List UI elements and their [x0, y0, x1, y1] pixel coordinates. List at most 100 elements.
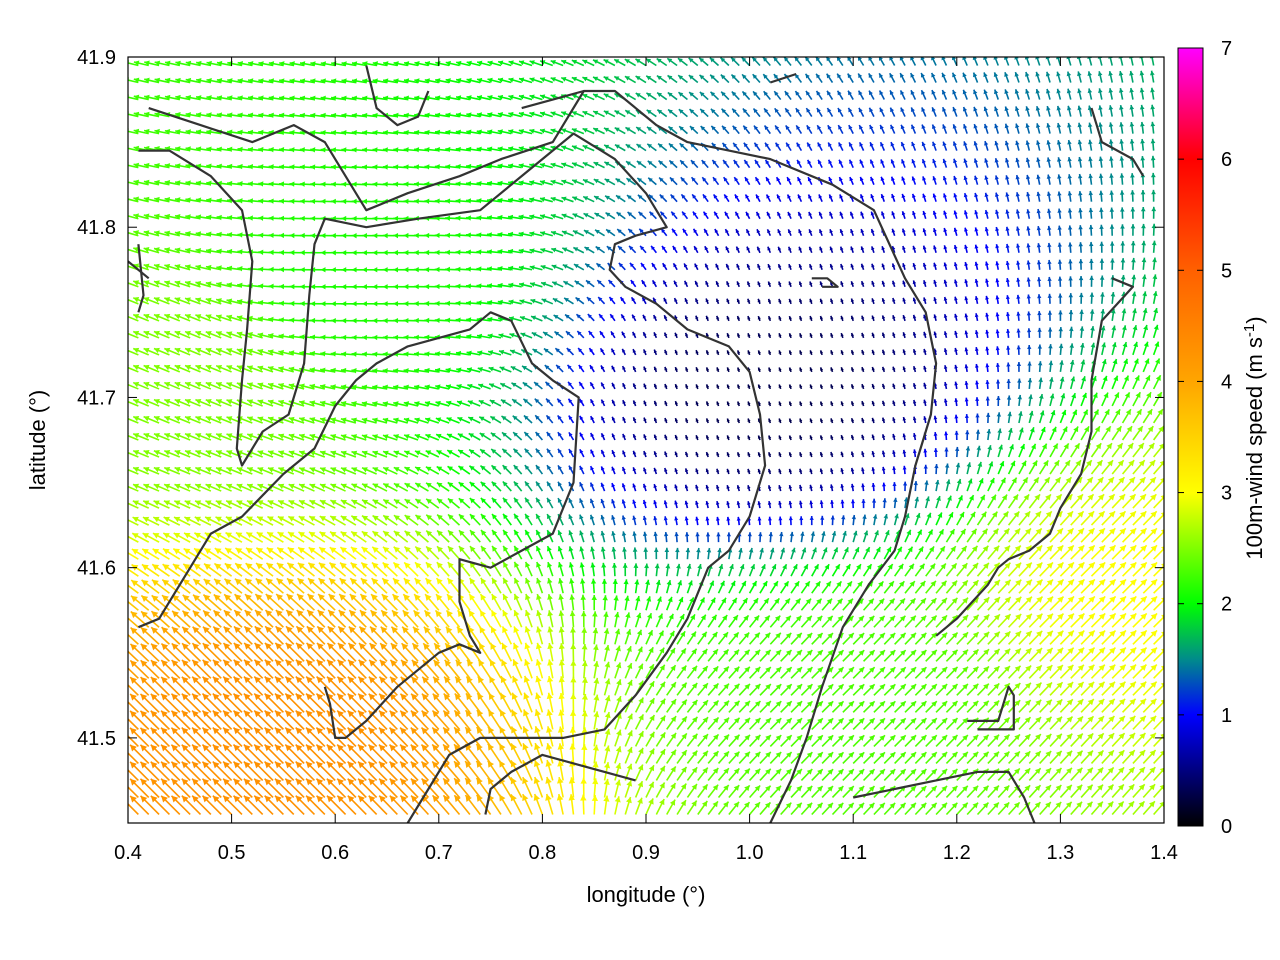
wind-arrow	[748, 563, 756, 577]
wind-arrow	[201, 676, 222, 696]
wind-arrow	[811, 615, 823, 628]
wind-arrow	[129, 659, 150, 679]
wind-arrow	[232, 692, 253, 713]
wind-arrow	[707, 580, 715, 594]
wind-arrow	[747, 298, 751, 305]
wind-arrow	[1027, 344, 1032, 355]
wind-arrow	[664, 434, 668, 441]
wind-arrow	[904, 734, 917, 747]
wind-arrow	[555, 364, 564, 373]
wind-arrow	[914, 751, 927, 764]
wind-arrow	[614, 746, 622, 764]
wind-arrow	[129, 744, 150, 764]
wind-arrow	[1008, 665, 1022, 679]
wind-arrow	[1025, 140, 1031, 151]
wind-arrow	[912, 432, 917, 441]
wind-arrow	[653, 483, 658, 492]
wind-arrow	[144, 60, 160, 67]
wind-arrow	[571, 179, 585, 186]
wind-arrow	[747, 468, 751, 475]
wind-arrow	[458, 529, 471, 543]
wind-arrow	[987, 734, 1000, 747]
wind-arrow	[819, 315, 824, 322]
wind-arrow	[787, 229, 792, 237]
wind-arrow	[1142, 324, 1149, 339]
wind-arrow	[500, 675, 513, 696]
wind-arrow	[933, 245, 937, 253]
wind-arrow	[819, 332, 824, 339]
wind-arrow	[1039, 767, 1052, 781]
wind-arrow	[755, 211, 761, 220]
wind-arrow	[995, 226, 1000, 236]
wind-arrow	[501, 448, 512, 458]
wind-arrow	[997, 528, 1010, 543]
wind-arrow	[769, 563, 777, 577]
wind-arrow	[850, 263, 854, 271]
wind-arrow	[1045, 57, 1051, 66]
wind-arrow	[894, 632, 907, 645]
wind-arrow	[580, 578, 586, 594]
wind-arrow	[191, 778, 212, 799]
wind-arrow	[1111, 425, 1123, 441]
wind-arrow	[684, 332, 689, 339]
wind-arrow	[666, 715, 677, 730]
wind-arrow	[798, 229, 803, 237]
wind-arrow	[660, 228, 668, 237]
wind-arrow	[535, 464, 544, 475]
wind-arrow	[945, 580, 958, 594]
wind-arrow	[914, 666, 927, 679]
wind-arrow	[624, 645, 632, 662]
wind-arrow	[752, 73, 761, 84]
wind-arrow	[966, 631, 980, 645]
wind-arrow	[859, 194, 865, 202]
wind-arrow	[684, 500, 689, 509]
wind-arrow	[734, 194, 740, 203]
wind-arrow	[716, 384, 720, 390]
wind-arrow	[912, 297, 917, 305]
wind-arrow	[952, 141, 958, 151]
wind-arrow	[751, 57, 761, 67]
wind-arrow	[130, 627, 150, 645]
wind-arrow	[966, 700, 979, 713]
wind-arrow	[809, 298, 813, 305]
wind-arrow	[966, 717, 979, 730]
wind-arrow	[861, 434, 865, 441]
wind-arrow	[181, 659, 202, 679]
wind-arrow	[654, 563, 660, 577]
wind-arrow	[964, 244, 968, 253]
wind-arrow	[694, 298, 699, 305]
wind-arrow	[849, 176, 854, 185]
wind-arrow	[1077, 122, 1082, 134]
wind-arrow	[798, 263, 803, 271]
wind-arrow	[925, 700, 938, 713]
wind-arrow	[562, 264, 574, 271]
wind-arrow	[716, 418, 720, 424]
wind-arrow	[1026, 328, 1032, 338]
wind-arrow	[871, 482, 876, 492]
wind-arrow	[1132, 391, 1141, 407]
wind-arrow	[890, 176, 896, 185]
wind-arrow	[842, 649, 855, 662]
wind-arrow	[780, 768, 793, 781]
wind-arrow	[945, 683, 959, 696]
wind-arrow	[212, 744, 233, 764]
wind-arrow	[893, 563, 904, 577]
wind-arrow	[558, 643, 565, 662]
wind-arrow	[768, 333, 772, 339]
wind-arrow	[1108, 57, 1113, 66]
wind-arrow	[570, 676, 577, 696]
wind-arrow	[132, 483, 150, 492]
wind-arrow	[1141, 223, 1146, 236]
wind-arrow	[904, 683, 917, 696]
wind-arrow	[653, 400, 658, 407]
wind-arrow	[582, 178, 595, 186]
wind-arrow	[842, 530, 847, 543]
wind-arrow	[185, 180, 201, 186]
wind-arrow	[997, 477, 1007, 492]
wind-arrow	[572, 230, 585, 237]
wind-arrow	[1028, 716, 1042, 730]
wind-arrow	[1016, 311, 1021, 321]
wind-arrow	[914, 597, 927, 611]
x-tick-label: 0.4	[114, 842, 142, 864]
